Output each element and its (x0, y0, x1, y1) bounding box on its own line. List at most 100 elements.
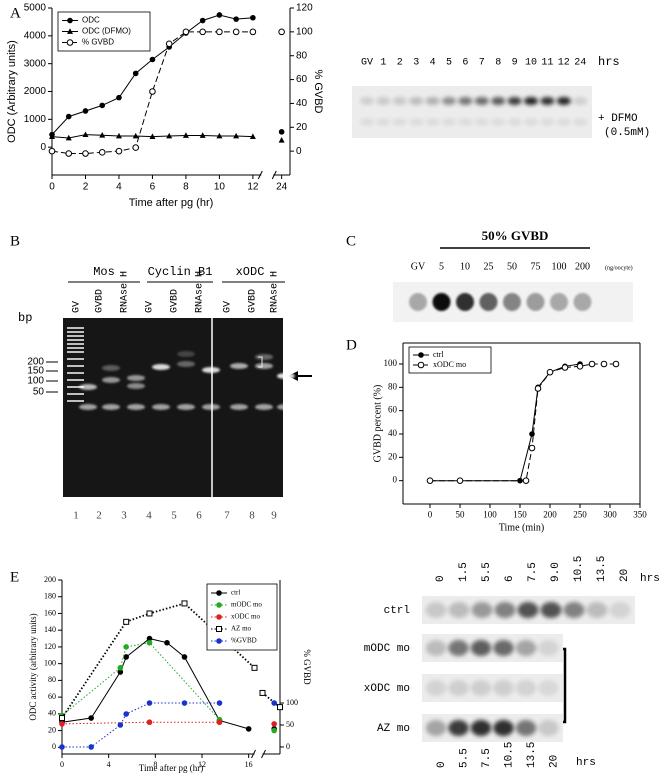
lane-label: 5 (446, 58, 452, 69)
legend: ODC ODC (DFMO) % GVBD (57, 11, 151, 52)
band (442, 118, 456, 126)
x-tick-label: 8 (183, 182, 189, 193)
band (491, 97, 506, 105)
lane-number: 3 (121, 510, 127, 522)
x-tick-label: 4 (116, 182, 122, 193)
legend-label: % GVBD (82, 38, 114, 47)
lane-number: 7 (224, 510, 230, 522)
y-tick-label: 2000 (24, 86, 47, 97)
ladder-band (67, 358, 84, 360)
series-line (430, 363, 616, 482)
band (493, 640, 514, 656)
band (127, 375, 145, 381)
lane-label: 0 (435, 575, 447, 582)
legend-marker (216, 602, 222, 608)
marker (249, 28, 257, 36)
marker (216, 719, 223, 726)
lane-label: 200 (575, 261, 590, 272)
marker (522, 477, 530, 484)
y-tick-label: 200 (44, 575, 56, 584)
y-tick-label: 100 (44, 658, 56, 667)
marker (259, 689, 266, 696)
band (524, 118, 538, 126)
marker (88, 744, 94, 750)
row-label: mODC mo (364, 643, 410, 655)
lane-label: 10 (525, 58, 537, 69)
x-tick-label: 12 (247, 182, 259, 193)
marker (146, 639, 153, 646)
legend-marker (66, 39, 74, 46)
lane-label: 10.5 (573, 556, 585, 582)
marker (48, 147, 56, 155)
dot (526, 293, 545, 311)
marker (534, 385, 542, 392)
lane-label: GVBD (95, 289, 106, 313)
y2-tick-label: 40 (296, 98, 308, 109)
series-line (430, 363, 581, 482)
y-tick-label: 40 (388, 428, 398, 438)
band (540, 602, 562, 618)
marker (216, 700, 223, 706)
marker (149, 133, 156, 139)
band (392, 118, 407, 126)
panel-label: C (346, 233, 356, 249)
lane-label: 9 (512, 58, 518, 69)
lane-number: 9 (271, 510, 277, 522)
legend-marker (216, 614, 222, 620)
y2-tick-label: 60 (296, 74, 308, 85)
marker (146, 610, 153, 617)
band (425, 602, 447, 618)
marker (271, 700, 277, 706)
dot (409, 293, 427, 311)
marker (271, 727, 277, 734)
x-tick-label: 250 (573, 510, 587, 520)
band (255, 363, 273, 369)
legend-label: ODC (82, 16, 100, 25)
lane-label: 6 (504, 575, 516, 582)
lane-label: GVBD (248, 289, 259, 313)
band (556, 97, 571, 105)
lane-label: GVBD (170, 289, 181, 313)
ladder-band (67, 335, 84, 337)
lane-label: 13.5 (526, 742, 538, 768)
band (442, 97, 456, 105)
marker (250, 14, 256, 21)
marker (182, 28, 190, 36)
band (474, 118, 489, 126)
band (152, 404, 170, 410)
marker (82, 150, 89, 157)
marker (117, 669, 124, 675)
axis-break (257, 170, 263, 180)
x-tick-label: 0 (60, 760, 64, 769)
group-label: Mos (93, 265, 115, 279)
band (540, 97, 555, 105)
y-tick-label: 100 (384, 358, 398, 368)
legend-label: xODC mo (433, 360, 466, 369)
x-tick-label: 0 (49, 182, 55, 193)
marker (123, 654, 129, 660)
band (79, 384, 97, 390)
legend-marker (216, 638, 222, 644)
lane-label: 6 (462, 58, 468, 69)
marker (82, 131, 89, 138)
marker (546, 368, 554, 376)
y2-tick-label: 0 (296, 146, 302, 157)
lane-label: GV (72, 301, 83, 313)
y-axis-label: ODC activity (arbitrary units) (28, 613, 38, 720)
panel-label: A (10, 5, 21, 21)
lane-label: GV (411, 261, 426, 272)
lane-label: 7 (479, 58, 485, 69)
band (376, 97, 391, 105)
x-tick-label: 4 (107, 760, 111, 769)
marker (59, 715, 65, 722)
band (425, 680, 447, 696)
panel-label: B (10, 233, 20, 249)
series-line (61, 721, 220, 725)
y-tick-label: 20 (388, 451, 398, 461)
marker (278, 129, 285, 135)
y-tick-label: 20 (48, 725, 56, 734)
y2-tick-label: 0 (286, 742, 290, 751)
x-tick-label: 10 (214, 182, 226, 193)
